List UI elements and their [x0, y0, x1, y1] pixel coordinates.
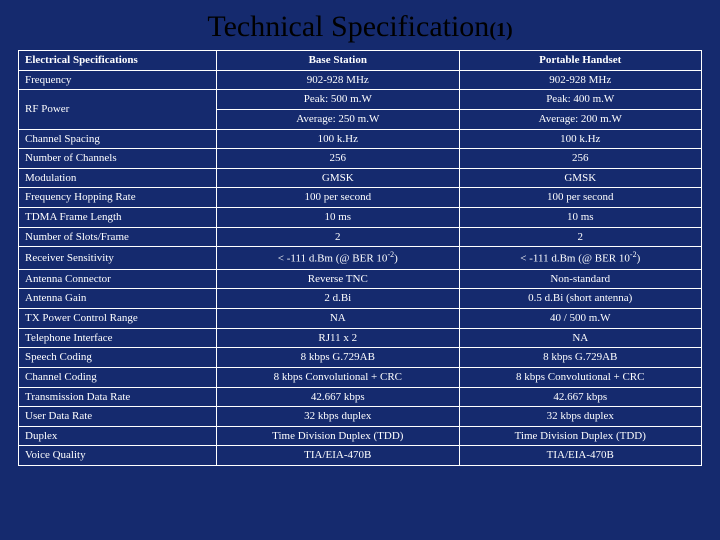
table-row: Number of Channels256256 — [19, 149, 702, 169]
cell: Reverse TNC — [217, 269, 459, 289]
title-main: Technical Specification — [207, 10, 489, 43]
table-row: Telephone InterfaceRJ11 x 2NA — [19, 328, 702, 348]
row-label: TDMA Frame Length — [19, 208, 217, 228]
table-row: Voice QualityTIA/EIA-470BTIA/EIA-470B — [19, 446, 702, 466]
row-label: Channel Spacing — [19, 129, 217, 149]
row-label: RF Power — [19, 90, 217, 129]
cell: 10 ms — [459, 208, 701, 228]
slide-title: Technical Specification(1) — [18, 10, 702, 44]
cell: TIA/EIA-470B — [459, 446, 701, 466]
cell: 42.667 kbps — [217, 387, 459, 407]
cell: < -111 d.Bm (@ BER 10-2) — [459, 247, 701, 269]
cell: Time Division Duplex (TDD) — [459, 426, 701, 446]
cell: NA — [217, 308, 459, 328]
cell: 902-928 MHz — [217, 70, 459, 90]
row-label: User Data Rate — [19, 407, 217, 427]
spec-table: Electrical SpecificationsBase StationPor… — [18, 50, 702, 466]
cell: 8 kbps G.729AB — [459, 348, 701, 368]
table-row: User Data Rate32 kbps duplex32 kbps dupl… — [19, 407, 702, 427]
header-portable: Portable Handset — [459, 51, 701, 71]
cell: RJ11 x 2 — [217, 328, 459, 348]
cell: 256 — [217, 149, 459, 169]
cell: 256 — [459, 149, 701, 169]
cell: 100 k.Hz — [217, 129, 459, 149]
cell: 2 — [217, 227, 459, 247]
row-label: Antenna Gain — [19, 289, 217, 309]
row-label: Receiver Sensitivity — [19, 247, 217, 269]
header-label: Electrical Specifications — [19, 51, 217, 71]
cell: GMSK — [459, 168, 701, 188]
table-row: TDMA Frame Length10 ms10 ms — [19, 208, 702, 228]
row-label: TX Power Control Range — [19, 308, 217, 328]
cell: 0.5 d.Bi (short antenna) — [459, 289, 701, 309]
cell: 40 / 500 m.W — [459, 308, 701, 328]
cell: NA — [459, 328, 701, 348]
header-basestation: Base Station — [217, 51, 459, 71]
row-label: Number of Channels — [19, 149, 217, 169]
row-label: Modulation — [19, 168, 217, 188]
cell: Non-standard — [459, 269, 701, 289]
table-row: Frequency902-928 MHz902-928 MHz — [19, 70, 702, 90]
cell: < -111 d.Bm (@ BER 10-2) — [217, 247, 459, 269]
table-row: Frequency Hopping Rate100 per second100 … — [19, 188, 702, 208]
row-label: Transmission Data Rate — [19, 387, 217, 407]
cell: 2 — [459, 227, 701, 247]
spec-table-body: Electrical SpecificationsBase StationPor… — [19, 51, 702, 466]
table-row: DuplexTime Division Duplex (TDD)Time Div… — [19, 426, 702, 446]
cell: Average: 200 m.W — [459, 109, 701, 129]
cell: Average: 250 m.W — [217, 109, 459, 129]
cell: 10 ms — [217, 208, 459, 228]
table-header-row: Electrical SpecificationsBase StationPor… — [19, 51, 702, 71]
title-sub: (1) — [489, 19, 512, 41]
cell: 2 d.Bi — [217, 289, 459, 309]
table-row: Channel Spacing100 k.Hz100 k.Hz — [19, 129, 702, 149]
cell: 8 kbps Convolutional + CRC — [459, 367, 701, 387]
row-label: Voice Quality — [19, 446, 217, 466]
cell: Time Division Duplex (TDD) — [217, 426, 459, 446]
row-label: Frequency — [19, 70, 217, 90]
cell: 32 kbps duplex — [459, 407, 701, 427]
row-label: Frequency Hopping Rate — [19, 188, 217, 208]
table-row: ModulationGMSKGMSK — [19, 168, 702, 188]
cell: 100 per second — [459, 188, 701, 208]
cell: 100 per second — [217, 188, 459, 208]
slide: Technical Specification(1) Electrical Sp… — [0, 0, 720, 540]
table-row: Channel Coding8 kbps Convolutional + CRC… — [19, 367, 702, 387]
cell: 8 kbps G.729AB — [217, 348, 459, 368]
table-row: Speech Coding8 kbps G.729AB8 kbps G.729A… — [19, 348, 702, 368]
cell: 902-928 MHz — [459, 70, 701, 90]
row-label: Telephone Interface — [19, 328, 217, 348]
cell: 8 kbps Convolutional + CRC — [217, 367, 459, 387]
row-label: Number of Slots/Frame — [19, 227, 217, 247]
cell: GMSK — [217, 168, 459, 188]
row-label: Speech Coding — [19, 348, 217, 368]
table-row: Antenna Gain2 d.Bi0.5 d.Bi (short antenn… — [19, 289, 702, 309]
table-row: TX Power Control RangeNA40 / 500 m.W — [19, 308, 702, 328]
cell: 42.667 kbps — [459, 387, 701, 407]
cell: TIA/EIA-470B — [217, 446, 459, 466]
table-row: Receiver Sensitivity< -111 d.Bm (@ BER 1… — [19, 247, 702, 269]
table-row: RF PowerPeak: 500 m.WPeak: 400 m.W — [19, 90, 702, 110]
cell: 100 k.Hz — [459, 129, 701, 149]
cell: 32 kbps duplex — [217, 407, 459, 427]
table-row: Antenna ConnectorReverse TNCNon-standard — [19, 269, 702, 289]
cell: Peak: 400 m.W — [459, 90, 701, 110]
row-label: Channel Coding — [19, 367, 217, 387]
table-row: Number of Slots/Frame22 — [19, 227, 702, 247]
row-label: Antenna Connector — [19, 269, 217, 289]
table-row: Transmission Data Rate42.667 kbps42.667 … — [19, 387, 702, 407]
row-label: Duplex — [19, 426, 217, 446]
cell: Peak: 500 m.W — [217, 90, 459, 110]
